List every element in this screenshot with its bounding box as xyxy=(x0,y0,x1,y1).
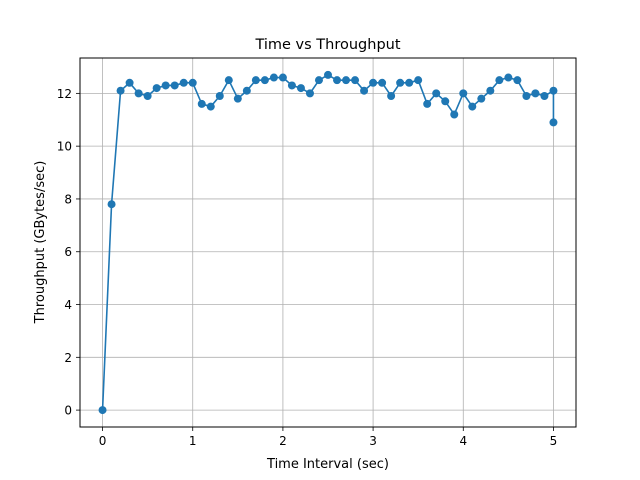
data-point xyxy=(215,92,224,101)
data-point xyxy=(107,200,116,209)
data-point xyxy=(224,76,233,85)
data-point xyxy=(305,89,314,98)
x-axis-ticks: 0 1 2 3 4 5 xyxy=(99,427,558,448)
y-tick-label: 0 xyxy=(64,404,72,418)
data-point xyxy=(450,110,459,119)
data-point xyxy=(531,89,540,98)
data-point xyxy=(432,89,441,98)
y-tick-label: 12 xyxy=(57,87,72,101)
data-point xyxy=(278,73,287,82)
data-point xyxy=(441,97,450,106)
chart-title: Time vs Throughput xyxy=(254,37,400,53)
data-point xyxy=(414,76,423,85)
data-point xyxy=(549,118,558,127)
data-point xyxy=(486,86,495,95)
data-point xyxy=(540,92,549,101)
x-tick-label: 5 xyxy=(550,434,558,448)
data-series xyxy=(98,70,558,415)
data-point xyxy=(206,102,215,111)
data-point xyxy=(134,89,143,98)
x-tick-label: 0 xyxy=(99,434,107,448)
data-point xyxy=(513,76,522,85)
x-tick-label: 3 xyxy=(369,434,377,448)
data-point xyxy=(342,76,351,85)
data-point xyxy=(369,78,378,87)
data-point xyxy=(351,76,360,85)
data-point xyxy=(197,99,206,108)
y-tick-label: 2 xyxy=(64,351,72,365)
data-point xyxy=(170,81,179,90)
y-tick-label: 4 xyxy=(64,298,72,312)
y-tick-label: 10 xyxy=(57,140,72,154)
data-point xyxy=(125,78,134,87)
data-point xyxy=(405,78,414,87)
data-point xyxy=(260,76,269,85)
data-point xyxy=(152,84,161,93)
data-point xyxy=(314,76,323,85)
x-tick-label: 4 xyxy=(459,434,467,448)
data-point xyxy=(251,76,260,85)
data-point xyxy=(296,84,305,93)
data-point xyxy=(468,102,477,111)
plot-frame xyxy=(79,57,577,428)
x-tick-label: 1 xyxy=(189,434,197,448)
data-point xyxy=(269,73,278,82)
series-line xyxy=(101,74,555,411)
data-point xyxy=(504,73,513,82)
data-point xyxy=(324,70,332,79)
data-point xyxy=(179,78,188,87)
data-point xyxy=(333,76,342,85)
data-point xyxy=(242,86,251,95)
data-point xyxy=(549,86,558,95)
data-point xyxy=(143,92,152,101)
data-point xyxy=(495,76,504,85)
y-tick-label: 8 xyxy=(64,192,72,206)
y-axis-label: Throughput (GBytes/sec) xyxy=(33,161,48,325)
data-point xyxy=(477,94,486,103)
data-point xyxy=(378,78,387,87)
data-point xyxy=(116,86,125,95)
x-axis-label: Time Interval (sec) xyxy=(266,457,389,472)
data-point xyxy=(233,94,242,103)
data-point xyxy=(396,78,405,87)
data-point xyxy=(387,92,396,101)
data-point xyxy=(161,81,170,90)
data-point xyxy=(188,78,197,87)
data-point xyxy=(287,81,296,90)
data-point xyxy=(459,89,468,98)
data-point xyxy=(423,99,432,108)
data-point xyxy=(98,406,107,415)
y-tick-label: 6 xyxy=(64,245,72,259)
data-point xyxy=(360,86,369,95)
data-point xyxy=(522,92,531,101)
x-tick-label: 2 xyxy=(279,434,287,448)
y-axis-ticks: 0 2 4 6 8 10 12 xyxy=(57,87,80,418)
